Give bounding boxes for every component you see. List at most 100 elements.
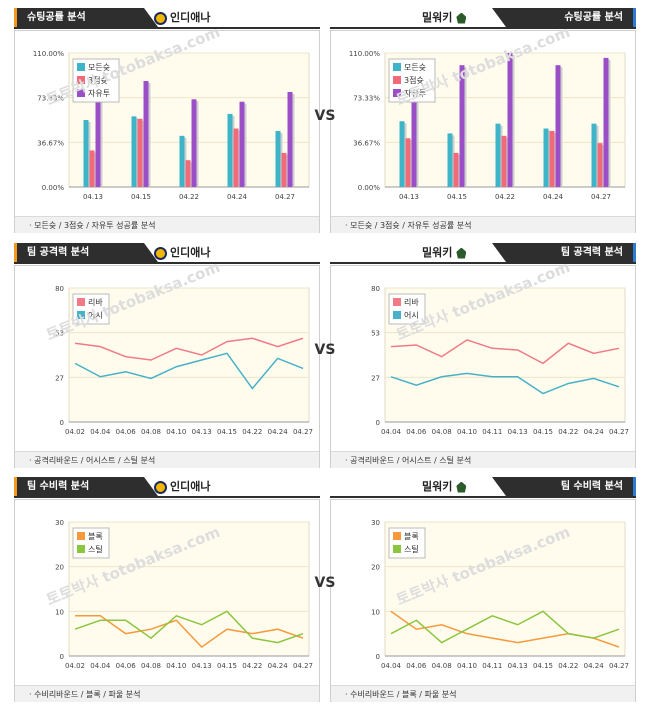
shoot-right-y-tick-label: 36.67% xyxy=(353,139,380,147)
shoot-left-panel: 슈팅공률 분석 인디애나 0.00% 36.67% 73.33% 110.00% 04.13… xyxy=(14,8,320,233)
shoot-left-y-tick-label: 0.00% xyxy=(42,184,65,192)
team-name: 밀워키 xyxy=(422,480,453,493)
shoot-right-legend-swatch xyxy=(393,63,401,71)
team-label: 밀워키 xyxy=(422,11,467,25)
shoot-right-x-tick-label: 04.13 xyxy=(399,193,419,201)
attack-left-x-tick-label: 04.10 xyxy=(166,428,186,436)
shoot-right-bar-0-4 xyxy=(591,123,597,187)
panel-header: 팀 공격력 분석 밀워키 xyxy=(330,243,636,265)
shoot-left-bar-1-0 xyxy=(89,150,95,187)
defense-left-x-tick-label: 04.24 xyxy=(268,662,289,670)
attack-right-x-tick-label: 04.27 xyxy=(609,428,629,436)
attack-right-y-tick-label: 80 xyxy=(371,285,380,293)
panel-header: 슈팅공률 분석 인디애나 xyxy=(14,8,320,30)
defense-left-legend-label: 스틸 xyxy=(88,544,103,554)
attack-left-chart: 0 27 53 80 04.02 04.04 04.06 04.08 04.10 04.13 04.… xyxy=(55,285,313,436)
defense-left-x-tick-label: 04.06 xyxy=(116,662,137,670)
defense-left-series-line-0 xyxy=(75,615,304,649)
shoot-left-bar-1-3 xyxy=(233,128,239,187)
chart-footer: · 모든슛 / 3점슛 / 자유투 성공률 분석 xyxy=(331,216,635,233)
shoot-left-bar-0-1 xyxy=(131,116,137,187)
attack-right-y-tick-label: 0 xyxy=(376,419,380,427)
shoot-left-y-tick-label: 36.67% xyxy=(37,139,64,147)
shoot-left-bar-1-4 xyxy=(281,152,287,187)
attack-right-x-tick-label: 04.11 xyxy=(482,428,502,436)
team-name: 인디애나 xyxy=(170,246,211,259)
shoot-right-bar-1-4 xyxy=(597,143,603,187)
shoot-right-bar-2-0 xyxy=(411,89,417,187)
shoot-right-x-tick-label: 04.24 xyxy=(543,193,564,201)
shoot-right-y-tick-label: 0.00% xyxy=(358,184,381,192)
team-name: 인디애나 xyxy=(170,11,211,24)
team-label: 인디애나 xyxy=(154,11,210,25)
shoot-right-legend-label: 모든슛 xyxy=(404,63,426,72)
shoot-left-legend-swatch xyxy=(77,89,85,97)
defense-right-x-tick-label: 04.06 xyxy=(406,662,427,670)
defense-left-x-tick-label: 04.22 xyxy=(242,662,262,670)
attack-left-y-tick-label: 53 xyxy=(55,330,64,338)
attack-right-x-tick-label: 04.15 xyxy=(533,428,553,436)
shoot-left-bar-0-4 xyxy=(275,130,281,187)
shoot-right-x-tick-label: 04.22 xyxy=(495,193,515,201)
defense-right-legend-label: 블록 xyxy=(404,531,419,541)
shoot-right-legend-swatch xyxy=(393,76,401,84)
team-name: 밀워키 xyxy=(422,246,453,259)
shoot-right-legend-label: 자유투 xyxy=(404,89,426,98)
team-label: 인디애나 xyxy=(154,246,210,260)
shoot-right-bar-2-1 xyxy=(459,65,465,187)
team-name: 밀워키 xyxy=(422,11,453,24)
chart-box: 0.00% 36.67% 73.33% 110.00% 04.13 04.15 04.22 0… xyxy=(14,30,320,233)
defense-left-x-tick-label: 04.02 xyxy=(65,662,85,670)
shoot-left-bar-2-3 xyxy=(239,101,245,187)
shoot-right-bar-0-1 xyxy=(447,133,453,187)
attack-left-legend-label: 리바 xyxy=(88,297,103,307)
defense-left-legend-label: 블록 xyxy=(88,531,103,541)
shoot-left-x-tick-label: 04.24 xyxy=(227,193,248,201)
attack-left-legend-swatch xyxy=(77,298,85,306)
defense-right-y-tick-label: 10 xyxy=(371,608,380,616)
indiana-logo-icon xyxy=(154,11,167,25)
defense-right-legend-swatch xyxy=(393,545,401,553)
indiana-logo-icon xyxy=(154,480,167,494)
attack-right-x-tick-label: 04.22 xyxy=(558,428,578,436)
attack-right-series-line-1 xyxy=(390,372,620,395)
shoot-left-bar-1-2 xyxy=(185,160,191,187)
defense-left-legend-swatch xyxy=(77,532,85,540)
attack-right-x-tick-label: 04.04 xyxy=(381,428,402,436)
shoot-right-bar-1-3 xyxy=(549,130,555,187)
attack-right-series-line-0 xyxy=(390,339,620,365)
shoot-left-chart: 0.00% 36.67% 73.33% 110.00% 04.13 04.15 04.22 0… xyxy=(33,50,310,201)
team-name: 인디애나 xyxy=(170,480,211,493)
attack-right-y-tick-label: 27 xyxy=(371,374,380,382)
chart-footer: · 수비리바운드 / 블록 / 파울 분석 xyxy=(15,685,319,702)
attack-right-x-tick-label: 04.06 xyxy=(406,428,427,436)
header-divider xyxy=(14,27,320,29)
shoot-left-bar-0-3 xyxy=(227,113,233,187)
chart-box: 0 27 53 80 04.04 04.06 04.08 04.10 04.11 04.13 04.… xyxy=(330,265,636,468)
indiana-logo-icon xyxy=(154,246,167,260)
footer-text: 모든슛 / 3점슛 / 자유투 성공률 분석 xyxy=(34,221,156,230)
section-title: 팀 수비력 분석 xyxy=(492,477,636,496)
defense-right-y-tick-label: 0 xyxy=(376,653,380,661)
defense-right-chart: 0 10 20 30 04.04 04.06 04.08 04.10 04.11 04.13 04.… xyxy=(371,519,629,670)
attack-left-y-tick-label: 0 xyxy=(60,419,64,427)
section-title: 슈팅공률 분석 xyxy=(14,8,158,27)
vs-label: VS xyxy=(314,342,336,358)
shoot-left-legend-label: 자유투 xyxy=(88,89,110,98)
shoot-left-legend-label: 3점슛 xyxy=(88,75,108,85)
shoot-right-bar-1-1 xyxy=(453,152,459,187)
panel-header: 팀 공격력 분석 인디애나 xyxy=(14,243,320,265)
team-label: 밀워키 xyxy=(422,246,467,260)
defense-left-x-tick-label: 04.27 xyxy=(293,662,313,670)
attack-left-y-tick-label: 80 xyxy=(55,285,64,293)
shoot-right-bar-2-4 xyxy=(603,57,609,187)
attack-left-x-tick-label: 04.24 xyxy=(268,428,289,436)
header-divider xyxy=(14,496,320,498)
vs-label: VS xyxy=(314,575,336,591)
defense-left-legend-swatch xyxy=(77,545,85,553)
panel-header: 팀 수비력 분석 밀워키 xyxy=(330,477,636,499)
defense-right-y-tick-label: 30 xyxy=(371,519,380,527)
attack-left-x-tick-label: 04.15 xyxy=(217,428,237,436)
shoot-right-bar-1-2 xyxy=(501,135,507,187)
shoot-left-legend-swatch xyxy=(77,76,85,84)
